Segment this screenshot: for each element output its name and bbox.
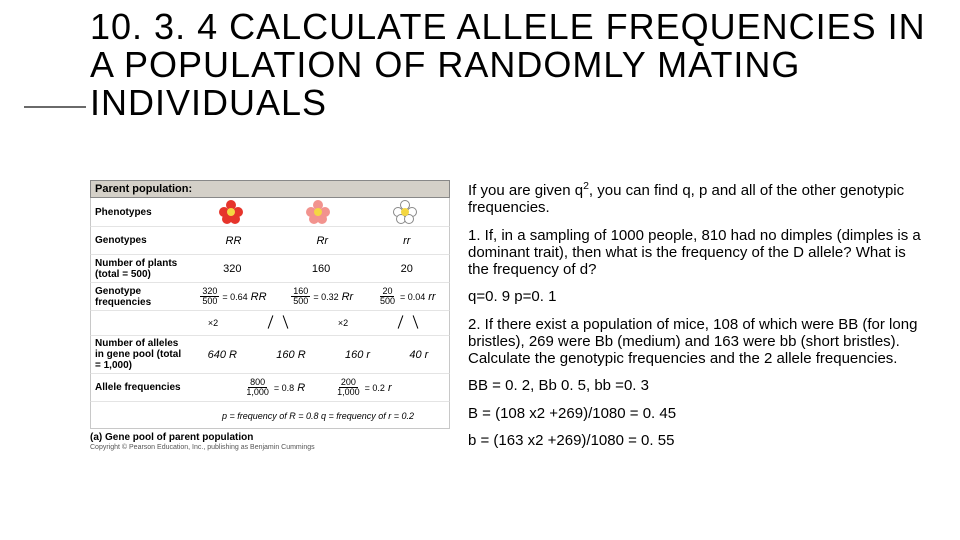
row-genofreq: Genotype frequencies 320500 = 0.64 RR 16… xyxy=(90,282,450,310)
label-genotypes: Genotypes xyxy=(91,233,187,248)
count-RR: 320 xyxy=(223,263,241,275)
answer-1: q=0. 9 p=0. 1 xyxy=(468,288,930,305)
label-numalleles: Number of alleles in gene pool (total = … xyxy=(91,336,187,373)
content-area: Parent population: Phenotypes Genotype xyxy=(90,180,930,530)
row-numplants: Number of plants (total = 500) 320 160 2… xyxy=(90,254,450,282)
split-arrow-icon xyxy=(388,313,428,333)
allele-d: 40 r xyxy=(409,349,428,361)
geno-rr: rr xyxy=(403,235,410,247)
count-Rr: 160 xyxy=(312,263,330,275)
row-numalleles: Number of alleles in gene pool (total = … xyxy=(90,335,450,373)
answer-2a: BB = 0. 2, Bb 0. 5, bb =0. 3 xyxy=(468,377,930,394)
title-rule xyxy=(24,106,86,108)
gf-Rr: 160500 = 0.32 Rr xyxy=(291,287,353,306)
gf-RR: 320500 = 0.64 RR xyxy=(200,287,266,306)
geno-RR: RR xyxy=(226,235,242,247)
row-allelefreq: Allele frequencies 8001,000 = 0.8 R 2001… xyxy=(90,373,450,401)
af-R: 8001,000 = 0.8 R xyxy=(244,378,305,397)
gf-rr: 20500 = 0.04 rr xyxy=(378,287,436,306)
label-numplants: Number of plants (total = 500) xyxy=(91,256,187,282)
title-block: 10. 3. 4 CALCULATE ALLELE FREQUENCIES IN… xyxy=(90,8,930,121)
question-2: 2. If there exist a population of mice, … xyxy=(468,316,930,368)
figure-column: Parent population: Phenotypes Genotype xyxy=(90,180,450,530)
x2-right: ×2 xyxy=(338,318,348,328)
row-x2: ×2 ×2 xyxy=(90,310,450,335)
label-phenotypes: Phenotypes xyxy=(91,205,187,220)
x2-left: ×2 xyxy=(208,318,218,328)
row-pq: p = frequency of R = 0.8 q = frequency o… xyxy=(90,401,450,429)
answer-2c: b = (163 x2 +269)/1080 = 0. 55 xyxy=(468,432,930,449)
text-column: If you are given q2, you can find q, p a… xyxy=(468,180,930,530)
flower-pink-icon xyxy=(306,200,330,224)
count-rr: 20 xyxy=(401,263,413,275)
label-allelefreq: Allele frequencies xyxy=(91,380,187,395)
answer-2b: B = (108 x2 +269)/1080 = 0. 45 xyxy=(468,405,930,422)
figure-caption: (a) Gene pool of parent population xyxy=(90,429,450,444)
geno-Rr: Rr xyxy=(316,235,328,247)
allele-a: 640 R xyxy=(208,349,237,361)
allele-c: 160 r xyxy=(345,349,370,361)
flower-white-icon xyxy=(393,200,417,224)
figure-copyright: Copyright © Pearson Education, Inc., pub… xyxy=(90,444,450,451)
question-1: 1. If, in a sampling of 1000 people, 810… xyxy=(468,227,930,279)
pq-summary: p = frequency of R = 0.8 q = frequency o… xyxy=(187,409,449,421)
intro-paragraph: If you are given q2, you can find q, p a… xyxy=(468,180,930,217)
label-genofreq: Genotype frequencies xyxy=(91,284,187,310)
split-arrow-icon xyxy=(258,313,298,333)
figure-header: Parent population: xyxy=(90,180,450,198)
page-title: 10. 3. 4 CALCULATE ALLELE FREQUENCIES IN… xyxy=(90,8,930,121)
allele-b: 160 R xyxy=(276,349,305,361)
row-phenotypes: Phenotypes xyxy=(90,198,450,226)
gene-pool-figure: Parent population: Phenotypes Genotype xyxy=(90,180,450,451)
flower-red-icon xyxy=(219,200,243,224)
row-genotypes: Genotypes RR Rr rr xyxy=(90,226,450,254)
af-r: 2001,000 = 0.2 r xyxy=(335,378,391,397)
